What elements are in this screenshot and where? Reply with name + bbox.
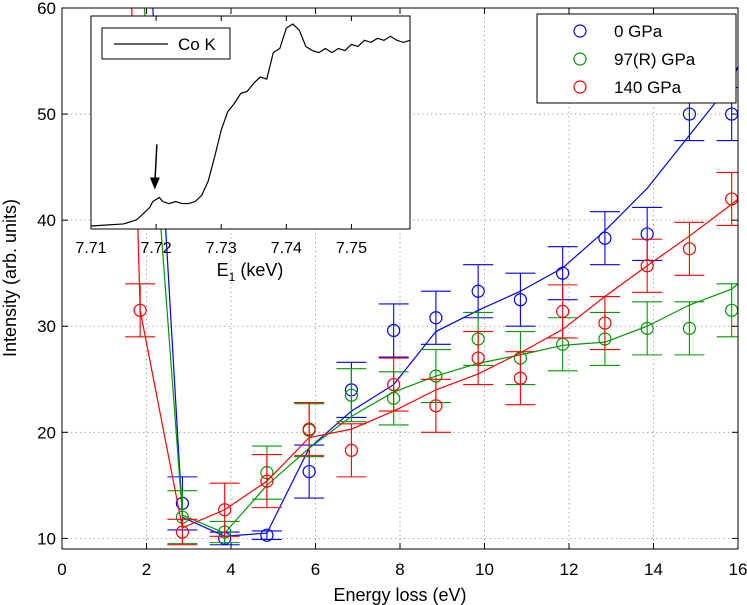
legend-label: 97(R) GPa — [614, 50, 696, 69]
data-point — [218, 503, 232, 517]
inset-x-tick-label: 7.75 — [336, 240, 367, 257]
y-tick-label: 60 — [37, 0, 56, 18]
main-ticks — [61, 7, 739, 549]
inset-x-axis-label: E1 (keV) — [217, 260, 284, 284]
inset-series — [90, 23, 411, 227]
data-point — [387, 323, 401, 338]
y-tick-label: 30 — [37, 317, 56, 336]
inset-arrow — [149, 144, 160, 190]
arrow-head — [149, 177, 160, 190]
series-fit-line — [143, 8, 738, 534]
data-point — [598, 231, 612, 245]
data-point — [640, 321, 654, 335]
x-tick-label: 14 — [644, 560, 663, 579]
data-point — [682, 321, 697, 335]
legend-marker — [573, 80, 587, 94]
data-point — [471, 284, 485, 298]
y-tick-label: 50 — [37, 105, 56, 124]
data-point — [133, 303, 147, 317]
inset-chart: 7.71 7.72 7.73 7.74 7.75 E1 (keV) Co K — [75, 15, 411, 284]
legend-label: 140 GPa — [614, 78, 682, 97]
x-tick-label: 10 — [475, 560, 494, 579]
inset-x-tick-label: 7.71 — [75, 240, 106, 257]
inset-legend-label: Co K — [178, 35, 216, 54]
data-point — [260, 528, 274, 542]
x-tick-label: 0 — [57, 560, 66, 579]
data-point — [344, 443, 359, 457]
data-point — [598, 316, 612, 330]
y-tick-label: 40 — [37, 211, 56, 230]
x-tick-label: 4 — [226, 560, 235, 579]
inset-ticks — [90, 16, 352, 229]
main-tick-labels: 0 2 4 6 8 10 12 14 16 10 20 30 40 50 60 — [37, 0, 747, 579]
inset-x-tick-label: 7.72 — [141, 240, 172, 257]
data-point — [175, 525, 190, 539]
data-point — [513, 293, 528, 307]
y-axis-label: Intensity (arb. units) — [0, 199, 20, 357]
y-tick-label: 10 — [37, 529, 56, 548]
inset-x-label-tail: (keV) — [235, 260, 283, 280]
legend-marker — [573, 52, 587, 66]
data-point — [429, 399, 443, 413]
x-tick-label: 8 — [395, 560, 404, 579]
data-point — [556, 266, 570, 280]
data-point — [682, 107, 697, 121]
data-point — [429, 311, 443, 325]
legend-box — [536, 13, 737, 104]
legend-marker — [573, 24, 587, 38]
data-point — [302, 422, 316, 436]
x-tick-label: 2 — [142, 560, 151, 579]
data-point — [513, 371, 528, 385]
x-axis-label: Energy loss (eV) — [333, 585, 466, 605]
inset-tick-labels: 7.71 7.72 7.73 7.74 7.75 — [75, 240, 367, 257]
series-fit-line — [139, 198, 738, 529]
data-point — [682, 242, 697, 256]
inset-x-tick-label: 7.74 — [271, 240, 302, 257]
x-tick-label: 6 — [311, 560, 320, 579]
inset-x-tick-label: 7.73 — [206, 240, 237, 257]
data-point — [344, 388, 359, 402]
legend-label: 0 GPa — [614, 22, 663, 41]
main-legend: 0 GPa 97(R) GPa 140 GPa — [536, 13, 737, 104]
arrow-shaft — [154, 144, 158, 184]
data-point — [556, 304, 570, 318]
x-tick-label: 12 — [560, 560, 579, 579]
inset-x-label-main: E — [217, 260, 229, 280]
data-point — [260, 474, 274, 488]
data-point — [471, 351, 485, 365]
inset-line — [90, 23, 411, 227]
data-point — [640, 259, 654, 273]
series-fit-line — [152, 8, 738, 537]
x-tick-label: 16 — [729, 560, 747, 579]
data-point — [302, 464, 316, 479]
y-tick-label: 20 — [37, 423, 56, 442]
inset-x-label-sub: 1 — [229, 270, 236, 284]
data-point — [387, 377, 401, 392]
